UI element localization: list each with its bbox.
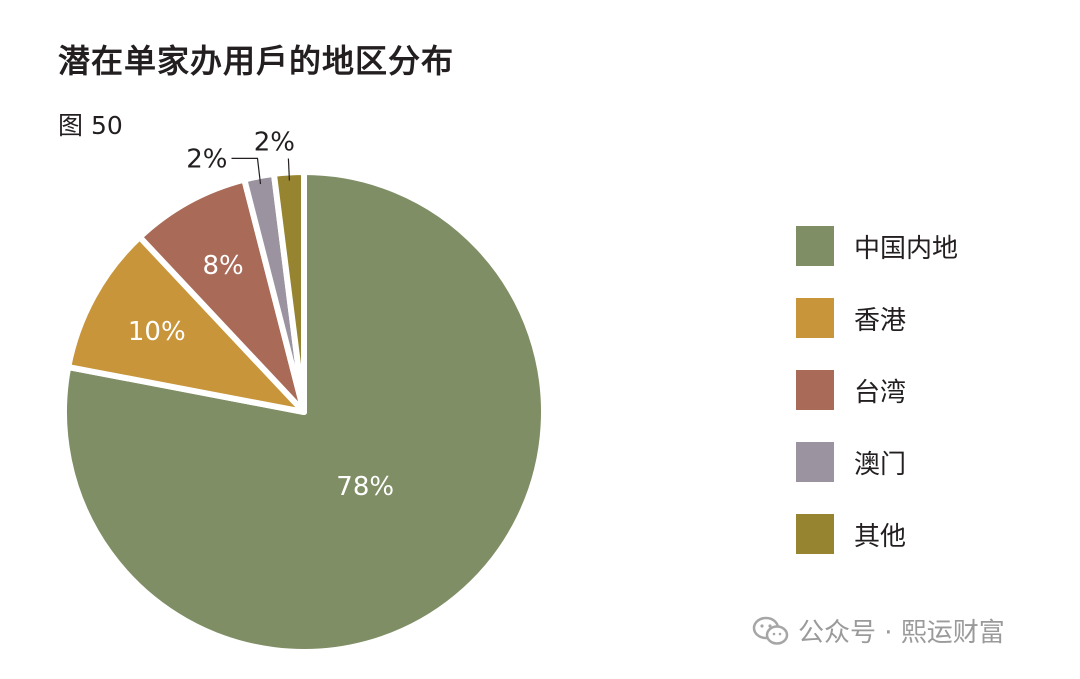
legend-swatch xyxy=(796,226,834,266)
watermark: 公众号 · 熙运财富 xyxy=(752,612,1005,649)
legend-label: 澳门 xyxy=(854,449,907,480)
legend-item: 香港 xyxy=(796,298,958,338)
slice-label: 8% xyxy=(202,251,243,281)
slice-label: 10% xyxy=(128,317,186,347)
legend-swatch xyxy=(796,442,834,482)
watermark-text: 公众号 · 熙运财富 xyxy=(798,618,1005,648)
leader-line xyxy=(287,158,290,181)
legend-label: 台湾 xyxy=(854,377,907,408)
legend-label: 中国内地 xyxy=(854,233,959,264)
wechat-icon xyxy=(752,616,789,645)
leader-line xyxy=(231,157,262,185)
legend: 中国内地 香港 台湾 澳门 其他 xyxy=(796,226,958,586)
slice-label: 78% xyxy=(336,472,394,502)
legend-label: 其他 xyxy=(854,521,907,552)
chart-title: 潜在单家办用戶的地区分布 xyxy=(58,42,455,80)
slice-label: 2% xyxy=(186,144,227,174)
legend-item: 中国内地 xyxy=(796,226,958,266)
legend-swatch xyxy=(796,370,834,410)
legend-label: 香港 xyxy=(854,305,907,336)
legend-item: 澳门 xyxy=(796,442,958,482)
legend-swatch xyxy=(796,298,834,338)
slice-label: 2% xyxy=(254,128,295,158)
pie-slice xyxy=(136,176,307,415)
legend-item: 其他 xyxy=(796,514,958,554)
figure-label: 图 50 xyxy=(58,111,123,140)
legend-item: 台湾 xyxy=(796,370,958,410)
pie-slice xyxy=(65,234,307,415)
legend-swatch xyxy=(796,514,834,554)
